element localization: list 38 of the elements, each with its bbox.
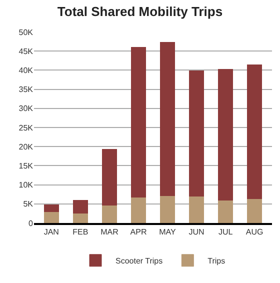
- legend-label: Trips: [208, 256, 226, 266]
- bar: [160, 195, 176, 223]
- bar: [189, 196, 204, 223]
- x-tick-label: JUL: [218, 227, 234, 236]
- bar: [218, 200, 234, 223]
- y-tick-label: 30K: [18, 104, 34, 114]
- bar: [160, 42, 176, 196]
- bar: [130, 47, 146, 198]
- bar: [130, 197, 146, 223]
- y-tick-label: 50K: [18, 28, 34, 37]
- bar: [247, 198, 262, 223]
- bar: [102, 205, 117, 223]
- bar: [44, 204, 59, 212]
- y-tick-label: 35K: [18, 85, 34, 94]
- bar: [44, 211, 59, 223]
- x-tick-label: FEB: [72, 227, 88, 236]
- x-tick-label: MAR: [100, 227, 119, 236]
- legend-label: Scooter Trips: [116, 256, 163, 266]
- x-tick-label: AUG: [246, 227, 264, 236]
- bar: [189, 70, 204, 197]
- x-tick-label: JUN: [188, 227, 205, 236]
- bar: [72, 200, 88, 214]
- y-tick-label: 40K: [18, 66, 34, 75]
- y-tick-label: 45K: [18, 46, 34, 56]
- chart-title: Total Shared Mobility Trips: [57, 4, 223, 20]
- bar: [102, 149, 117, 206]
- bar: [247, 64, 262, 199]
- bar: [218, 68, 234, 200]
- y-tick-label: 10K: [18, 180, 34, 190]
- y-tick-label: 0: [28, 218, 34, 228]
- y-tick-label: 5K: [23, 200, 34, 209]
- x-tick-label: MAY: [159, 227, 177, 236]
- y-tick-label: 25K: [18, 123, 34, 132]
- bar: [72, 212, 88, 223]
- y-tick-label: 20K: [18, 142, 34, 152]
- x-tick-label: APR: [130, 227, 147, 236]
- x-tick-label: JAN: [44, 227, 60, 236]
- y-tick-label: 15K: [18, 162, 34, 170]
